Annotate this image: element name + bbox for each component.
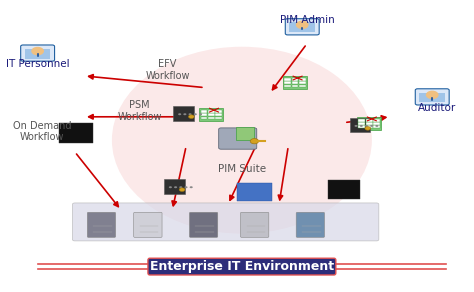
Bar [358,122,365,125]
Bar [299,81,306,84]
Circle shape [32,48,43,55]
Circle shape [189,115,194,119]
Circle shape [189,113,191,115]
Text: IT Personnel: IT Personnel [6,59,69,69]
Bar [366,122,373,125]
FancyBboxPatch shape [240,212,269,237]
FancyBboxPatch shape [357,117,381,130]
Bar [58,123,93,143]
Bar [173,106,194,121]
Bar [358,126,365,128]
Bar [208,110,215,113]
Circle shape [365,126,371,130]
Bar [208,113,215,116]
FancyBboxPatch shape [190,212,218,237]
FancyBboxPatch shape [25,49,50,59]
Circle shape [355,125,358,127]
Circle shape [360,125,363,127]
FancyBboxPatch shape [219,128,257,149]
Circle shape [190,186,193,188]
Bar [237,182,272,201]
FancyBboxPatch shape [419,93,445,102]
Ellipse shape [112,47,372,234]
Circle shape [194,113,197,115]
Bar [215,113,222,116]
Bar [208,117,215,119]
Bar [299,85,306,87]
Bar [350,118,370,133]
Text: Enterprise IT Environment: Enterprise IT Environment [150,260,334,273]
Circle shape [375,125,378,127]
Bar [373,119,380,122]
Bar [292,85,298,87]
Circle shape [427,91,438,98]
Bar [358,119,365,122]
Circle shape [179,188,185,192]
Circle shape [174,186,177,188]
Circle shape [178,113,181,115]
Bar [373,126,380,128]
Bar [215,117,222,119]
Circle shape [184,186,188,188]
FancyBboxPatch shape [199,108,223,121]
Text: Auditor: Auditor [418,103,456,113]
Circle shape [297,21,308,28]
Circle shape [365,125,368,127]
Circle shape [370,125,373,127]
Bar [284,78,291,81]
FancyBboxPatch shape [87,212,116,237]
Text: PSM
Workflow: PSM Workflow [118,100,162,122]
Bar [366,119,373,122]
Bar [201,110,207,113]
Circle shape [250,139,259,144]
FancyBboxPatch shape [21,45,55,61]
FancyBboxPatch shape [134,212,162,237]
FancyBboxPatch shape [296,212,325,237]
FancyBboxPatch shape [73,203,379,241]
FancyBboxPatch shape [236,127,255,140]
Bar [284,85,291,87]
FancyBboxPatch shape [290,22,315,32]
Circle shape [199,113,202,115]
Bar [366,126,373,128]
Bar [292,81,298,84]
FancyBboxPatch shape [283,76,307,89]
Text: PIM Admin: PIM Admin [280,15,334,25]
Bar [284,81,291,84]
FancyBboxPatch shape [285,19,319,35]
Bar [328,180,360,199]
Circle shape [169,186,172,188]
Bar [373,122,380,125]
Text: EFV
Workflow: EFV Workflow [146,59,190,81]
Circle shape [183,113,186,115]
Bar [215,110,222,113]
Bar [201,117,207,119]
Text: On Demand
Workflow: On Demand Workflow [13,121,72,142]
Bar [201,113,207,116]
Text: PIM Suite: PIM Suite [218,164,266,174]
Bar [164,179,185,194]
Circle shape [179,186,182,188]
Bar [299,78,306,81]
FancyBboxPatch shape [415,89,449,105]
Bar [292,78,298,81]
